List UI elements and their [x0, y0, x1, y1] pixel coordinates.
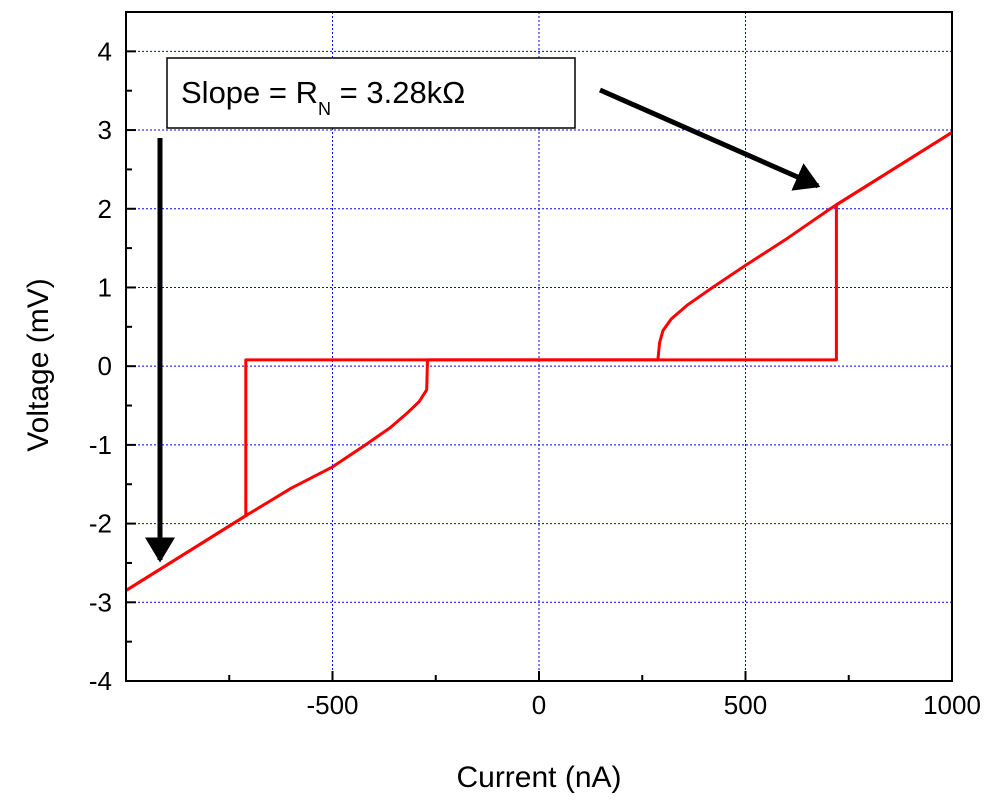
y-tick-label: -3 [89, 587, 112, 617]
y-tick-label: 3 [98, 115, 112, 145]
y-tick-label: 0 [98, 351, 112, 381]
slope-annotation: Slope = RN = 3.28kΩ [166, 57, 576, 129]
x-tick-label: 500 [724, 690, 767, 720]
y-tick-label: 4 [98, 36, 112, 66]
x-tick-label: 1000 [923, 690, 981, 720]
y-tick-label: 1 [98, 272, 112, 302]
x-tick-label: -500 [306, 690, 358, 720]
y-tick-label: -4 [89, 666, 112, 696]
y-tick-label: -2 [89, 509, 112, 539]
x-tick-label: 0 [532, 690, 546, 720]
axis-ticks [126, 50, 953, 682]
arrow-right [598, 87, 821, 191]
grid [126, 12, 952, 681]
x-axis-title: Current (nA) [456, 761, 621, 794]
annotation-box [166, 57, 576, 129]
annotation-text: Slope = RN = 3.28kΩ [181, 75, 465, 119]
tick-labels: -500 0 500 1000 -4 -3 -2 -1 0 1 2 3 4 [89, 36, 981, 720]
annotation-tail: = 3.28kΩ [331, 75, 465, 110]
data-series [126, 131, 952, 592]
series-line-2 [126, 131, 952, 592]
y-axis-title: Voltage (mV) [22, 278, 55, 451]
annotation-subscript: N [318, 99, 331, 119]
y-tick-label: -1 [89, 430, 112, 460]
y-tick-label: 2 [98, 194, 112, 224]
annotation-main: Slope = R [181, 75, 318, 110]
